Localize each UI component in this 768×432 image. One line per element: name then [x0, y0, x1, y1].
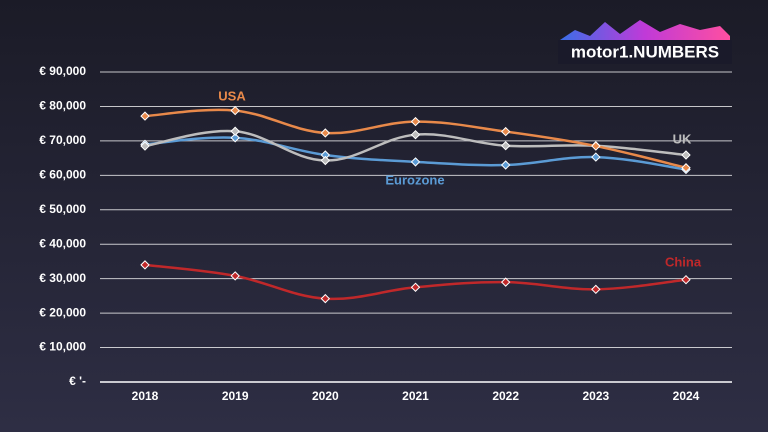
- data-point: [681, 150, 691, 160]
- x-tick-label: 2020: [312, 389, 339, 403]
- data-point: [681, 163, 691, 173]
- series-label: Eurozone: [385, 172, 444, 187]
- data-point: [230, 126, 240, 136]
- logo-plate: [558, 40, 732, 64]
- data-point: [320, 293, 331, 304]
- data-point: [410, 282, 421, 292]
- series-label: China: [665, 254, 702, 269]
- data-point: [140, 260, 150, 270]
- y-tick-label: € 80,000: [39, 99, 86, 113]
- data-point: [410, 116, 421, 127]
- data-point: [500, 141, 511, 151]
- y-tick-label: € 70,000: [39, 133, 86, 147]
- x-tick-label: 2019: [222, 389, 249, 403]
- data-point: [591, 152, 601, 162]
- data-point: [320, 128, 331, 138]
- data-point: [591, 284, 601, 295]
- data-point: [500, 160, 511, 170]
- data-point: [230, 133, 240, 143]
- y-tick-label: € '-: [69, 374, 86, 388]
- data-point: [500, 126, 511, 137]
- logo: motor1.NUMBERS: [558, 20, 732, 64]
- y-tick-label: € 30,000: [39, 271, 86, 285]
- series-label: UK: [673, 131, 692, 146]
- data-point: [140, 111, 150, 121]
- data-point: [500, 277, 511, 287]
- data-point: [681, 274, 691, 285]
- y-tick-label: € 60,000: [39, 168, 86, 182]
- data-point: [140, 141, 150, 151]
- logo-wave: [560, 20, 730, 44]
- data-point: [230, 271, 240, 281]
- y-tick-label: € 10,000: [39, 340, 86, 354]
- data-point: [410, 129, 421, 140]
- y-tick-label: € 90,000: [39, 64, 86, 78]
- x-tick-label: 2022: [492, 389, 519, 403]
- data-point: [410, 157, 421, 167]
- data-point: [230, 105, 240, 116]
- x-tick-label: 2023: [582, 389, 609, 403]
- x-tick-label: 2021: [402, 389, 429, 403]
- data-point: [320, 155, 331, 166]
- x-tick-label: 2018: [132, 389, 159, 403]
- y-tick-label: € 40,000: [39, 236, 86, 250]
- y-tick-label: € 20,000: [39, 305, 86, 319]
- y-tick-label: € 50,000: [39, 202, 86, 216]
- x-tick-label: 2024: [673, 389, 700, 403]
- series-label: USA: [218, 88, 246, 103]
- data-point: [591, 141, 601, 151]
- logo-text: motor1.NUMBERS: [571, 42, 719, 61]
